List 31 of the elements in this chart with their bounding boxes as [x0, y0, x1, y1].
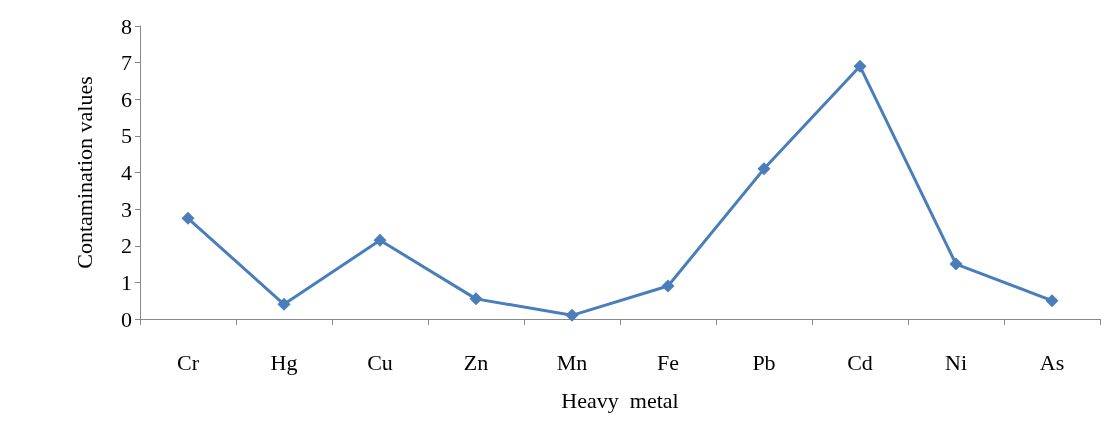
x-tick-label: Ni	[945, 349, 967, 375]
x-tick-label: Cu	[367, 349, 393, 375]
x-axis-title: Heavy metal	[561, 387, 679, 413]
y-tick-label: 6	[121, 86, 132, 112]
point	[661, 279, 675, 293]
y-tick-label: 3	[121, 196, 132, 222]
y-tick-label: 2	[121, 233, 132, 259]
y-tick-label: 0	[121, 306, 132, 332]
point	[565, 308, 579, 322]
point	[277, 297, 291, 311]
point	[373, 233, 387, 247]
x-tick-label: Cr	[177, 349, 200, 375]
y-tick-label: 1	[121, 269, 132, 295]
y-tick-label: 8	[121, 13, 132, 39]
x-tick-label: As	[1039, 349, 1065, 375]
point	[181, 211, 195, 225]
x-tick-label: Fe	[657, 349, 679, 375]
point	[757, 162, 771, 176]
y-tick-label: 5	[121, 123, 132, 149]
x-tick-label: Pb	[752, 349, 776, 375]
point	[1045, 294, 1059, 308]
y-tick-label: 4	[121, 160, 132, 185]
y-tick-label: 7	[121, 50, 132, 76]
point	[949, 257, 963, 271]
x-tick-label: Hg	[270, 349, 298, 375]
point	[853, 59, 867, 73]
x-tick-label: Mn	[556, 349, 588, 375]
x-tick-label: Cd	[847, 349, 873, 375]
y-axis-title: Contamination values	[71, 76, 97, 269]
x-tick-label: Zn	[463, 349, 489, 375]
point	[469, 292, 483, 306]
